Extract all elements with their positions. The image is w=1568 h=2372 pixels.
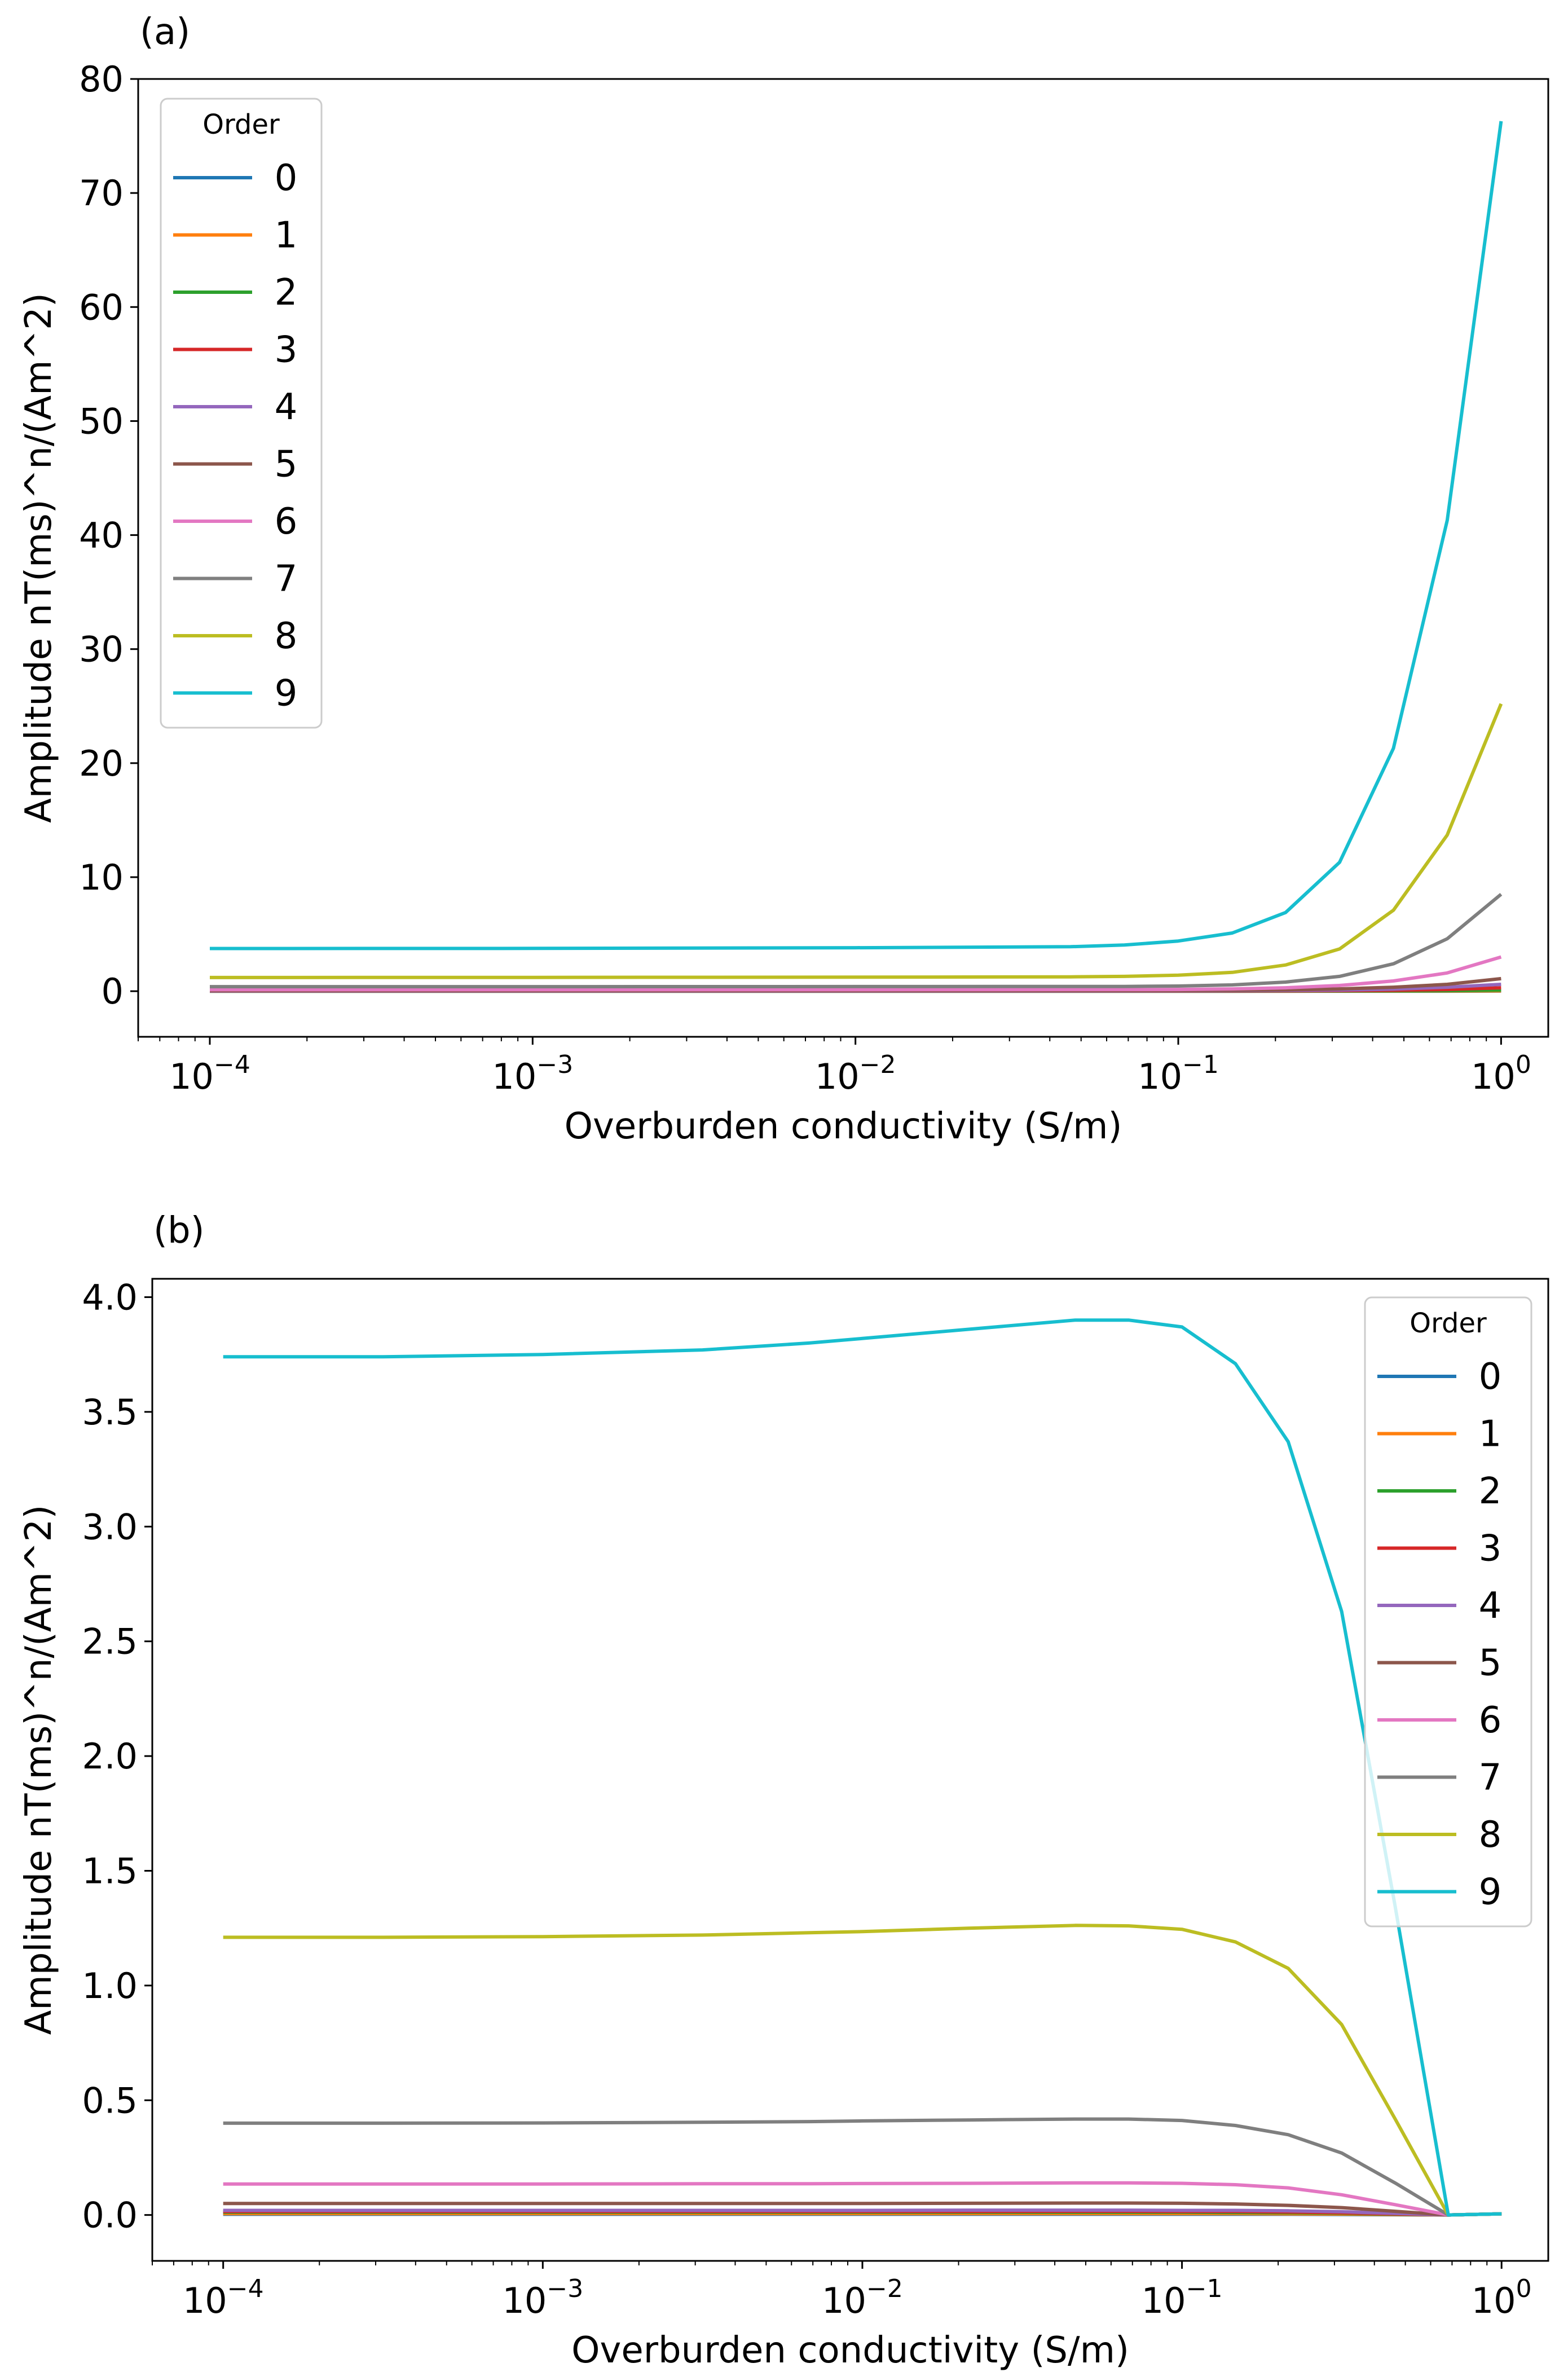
y-tick-label: 40 xyxy=(79,515,124,556)
y-tick-label: 0.5 xyxy=(82,2080,138,2121)
legend-label-order-9: 9 xyxy=(1479,1872,1502,1913)
series-line-order-8 xyxy=(209,703,1503,979)
y-tick-label: 1.5 xyxy=(82,1850,138,1891)
series-line-order-8 xyxy=(223,1924,1502,2217)
y-tick-label: 80 xyxy=(79,59,124,100)
x-tick-label: 10−1 xyxy=(1142,2274,1223,2321)
legend-label-order-6: 6 xyxy=(275,501,298,543)
legend-box xyxy=(160,98,323,729)
legend: Order 0 1 2 3 4 5 6 7 8 9 xyxy=(1364,1296,1532,1927)
panel-label: (b) xyxy=(153,1210,205,1252)
legend-label-order-1: 1 xyxy=(1479,1414,1502,1455)
x-tick-label: 100 xyxy=(1472,2274,1532,2321)
series-line-order-6 xyxy=(223,2181,1502,2217)
legend-label-order-9: 9 xyxy=(275,673,298,715)
panel-label: (a) xyxy=(140,11,190,53)
legend-label-order-4: 4 xyxy=(275,386,298,428)
legend-label-order-5: 5 xyxy=(1479,1643,1502,1684)
x-tick-label: 100 xyxy=(1471,1050,1531,1097)
legend-label-order-3: 3 xyxy=(275,329,298,371)
legend-title: Order xyxy=(202,109,280,140)
legend-label-order-1: 1 xyxy=(275,215,298,257)
legend-label-order-0: 0 xyxy=(275,157,298,199)
y-tick-label: 3.5 xyxy=(82,1392,138,1433)
x-tick-label: 10−2 xyxy=(815,1050,896,1097)
legend-label-order-3: 3 xyxy=(1479,1528,1502,1570)
x-tick-label: 10−1 xyxy=(1138,1050,1219,1097)
legend-label-order-0: 0 xyxy=(1479,1356,1502,1398)
x-tick-label: 10−4 xyxy=(183,2274,264,2321)
x-tick-label: 10−4 xyxy=(169,1050,250,1097)
x-tick-label: 10−3 xyxy=(492,1050,573,1097)
y-axis-label: Amplitude nT(ms)^n/(Am^2) xyxy=(18,293,60,823)
series-line-order-9 xyxy=(209,121,1503,950)
series-group xyxy=(209,121,1503,993)
y-tick-label: 1.0 xyxy=(82,1965,138,2006)
series-group xyxy=(223,1318,1502,2217)
x-axis-label: Overburden conductivity (S/m) xyxy=(565,1106,1122,1147)
series-line-order-6 xyxy=(210,955,1502,992)
y-tick-label: 0 xyxy=(102,971,124,1012)
legend: Order 0 1 2 3 4 5 6 7 8 9 xyxy=(160,98,323,729)
y-tick-label: 4.0 xyxy=(82,1277,138,1318)
y-tick-label: 10 xyxy=(79,857,124,898)
legend-box xyxy=(1364,1296,1532,1927)
y-tick-label: 30 xyxy=(79,629,124,670)
legend-label-order-8: 8 xyxy=(275,615,298,657)
y-axis-label: Amplitude nT(ms)^n/(Am^2) xyxy=(18,1505,60,2035)
y-tick-label: 50 xyxy=(79,401,124,442)
y-tick-label: 60 xyxy=(79,287,124,328)
y-tick-label: 2.0 xyxy=(82,1736,138,1777)
legend-label-order-2: 2 xyxy=(1479,1471,1502,1512)
plot-frame xyxy=(137,78,1549,1038)
series-line-order-5 xyxy=(223,2201,1502,2217)
y-tick-label: 70 xyxy=(79,173,124,214)
x-axis-label: Overburden conductivity (S/m) xyxy=(571,2330,1129,2371)
series-line-order-7 xyxy=(210,892,1503,989)
plot-frame xyxy=(151,1278,1549,2262)
legend-label-order-8: 8 xyxy=(1479,1814,1502,1856)
x-tick-label: 10−2 xyxy=(822,2274,903,2321)
y-tick-label: 20 xyxy=(79,743,124,784)
y-tick-label: 3.0 xyxy=(82,1506,138,1547)
legend-label-order-6: 6 xyxy=(1479,1700,1502,1741)
series-line-order-4 xyxy=(223,2208,1502,2217)
y-tick-label: 2.5 xyxy=(82,1621,138,1662)
y-tick-label: 0.0 xyxy=(82,2195,138,2236)
series-line-order-7 xyxy=(223,2117,1502,2217)
legend-label-order-2: 2 xyxy=(275,272,298,314)
x-tick-label: 10−3 xyxy=(502,2274,583,2321)
legend-label-order-7: 7 xyxy=(1479,1757,1502,1799)
chart-panel-b: (b) 10−4 10−3 10−2 10−1 100 0.0 0.5 1.0 1.5 2.0 2.5… xyxy=(18,1210,1549,2371)
legend-label-order-5: 5 xyxy=(275,444,298,486)
legend-title: Order xyxy=(1410,1308,1487,1339)
chart-panel-a: (a)10−4 10−3 10−2 10−1 10001020304050607080O… xyxy=(18,11,1549,1147)
legend-label-order-7: 7 xyxy=(275,558,298,600)
legend-label-order-4: 4 xyxy=(1479,1585,1502,1627)
